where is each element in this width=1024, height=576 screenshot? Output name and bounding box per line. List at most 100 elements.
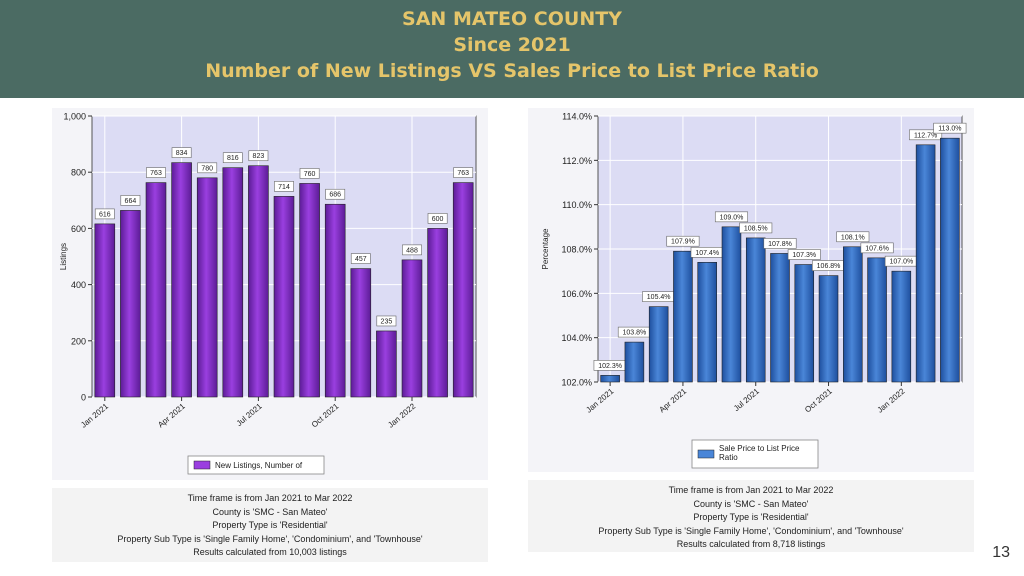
data-label: 113.0% [938, 126, 961, 133]
bar [171, 162, 192, 398]
left-info-line: County is 'SMC - San Mateo' [212, 506, 328, 517]
bar [94, 223, 116, 398]
data-label-box [402, 244, 422, 256]
data-label-box [933, 122, 967, 134]
legend-label: Sale Price to List Price Ratio [719, 444, 800, 462]
bar [818, 275, 839, 383]
y-tick-label: 600 [71, 224, 86, 234]
data-label: 488 [406, 247, 418, 254]
data-label: 107.6% [865, 245, 889, 252]
x-tick-label: Oct 2021 [803, 386, 834, 414]
data-label-box [274, 181, 294, 192]
right-info-line: Results calculated from 8,718 listings [676, 539, 826, 549]
right-info-line: County is 'SMC - San Mateo' [693, 498, 809, 509]
data-label: 107.3% [792, 252, 816, 259]
data-label-box [836, 231, 870, 243]
bar [248, 165, 269, 398]
left-chart-panel: 0 200 400 600 800 1,000 616 664 763 834 780 816 823 7… [52, 108, 488, 480]
x-tick-label: Jan 2021 [79, 401, 110, 429]
bar [648, 306, 669, 383]
legend-label: New Listings, Number of [215, 461, 303, 470]
data-label: 109.0% [720, 214, 744, 221]
data-label-box [739, 222, 773, 234]
bar [376, 330, 397, 398]
right-info-line: Property Sub Type is 'Single Family Home… [598, 525, 904, 536]
x-tick-label: Apr 2021 [658, 386, 689, 414]
data-label-box [171, 147, 192, 158]
data-label-box [248, 150, 269, 162]
left-info-box: Time frame is from Jan 2021 to Mar 2022 … [52, 488, 488, 562]
data-label-box [763, 238, 797, 249]
bar [299, 183, 320, 398]
data-label-box [909, 129, 943, 141]
y-tick-label: 110.0% [562, 200, 592, 210]
left-info-line: Property Sub Type is 'Single Family Home… [117, 533, 423, 544]
left-info-line: Property Type is 'Residential' [212, 520, 328, 530]
bar [273, 196, 295, 398]
data-label-box [222, 152, 243, 164]
bar [940, 137, 960, 383]
y-tick-label: 200 [71, 336, 86, 346]
data-label: 107.4% [695, 250, 719, 257]
bar [120, 210, 141, 398]
bar [843, 246, 863, 383]
data-label-box [350, 253, 371, 264]
data-label: 107.8% [768, 241, 792, 248]
legend-swatch [697, 449, 715, 459]
x-tick-label: Oct 2021 [310, 401, 341, 429]
data-label: 834 [176, 150, 188, 157]
data-label: 103.8% [623, 330, 647, 337]
data-label: 763 [150, 170, 162, 177]
data-label: 106.8% [817, 263, 841, 270]
data-label: 457 [355, 256, 367, 263]
title-banner: SAN MATEO COUNTY Since 2021 Number of Ne… [0, 0, 1024, 98]
bar [324, 203, 346, 398]
bar [350, 268, 372, 398]
y-axis-label: Listings [59, 243, 68, 270]
bar [794, 264, 815, 383]
listings-chart: 0 200 400 600 800 1,000 616 664 763 834 780 816 823 7… [59, 112, 477, 475]
y-tick-label: 102.0% [561, 378, 592, 388]
title-line-3: Number of New Listings VS Sales Price to… [205, 60, 819, 82]
data-label: 112.7% [914, 132, 937, 139]
data-label-box [325, 188, 346, 200]
data-label-box [299, 168, 320, 179]
bar [770, 253, 790, 383]
data-label: 816 [227, 155, 239, 162]
ratio-chart: 102.0% 104.0% 106.0% 108.0% 110.0% 112.0% 114.… [541, 112, 967, 469]
bar [452, 182, 474, 398]
bar [145, 182, 167, 398]
right-info-line: Time frame is from Jan 2021 to Mar 2022 [668, 485, 834, 495]
bar [697, 262, 717, 383]
bar [673, 250, 693, 383]
y-tick-label: 106.0% [561, 289, 592, 299]
legend-box [187, 455, 325, 475]
data-label-box [666, 235, 700, 247]
left-info-line: Time frame is from Jan 2021 to Mar 2022 [187, 493, 353, 503]
data-label-box [120, 195, 141, 206]
data-label: 714 [278, 184, 290, 191]
title-line-1: SAN MATEO COUNTY [402, 8, 622, 30]
data-label-box [146, 167, 166, 178]
data-label: 664 [125, 198, 137, 205]
x-tick-label: Apr 2021 [156, 401, 187, 429]
bar [401, 259, 423, 398]
y-tick-label: 108.0% [561, 245, 592, 255]
x-tick-label: Jul 2021 [732, 386, 761, 413]
y-axis-label: Percentage [541, 228, 550, 269]
x-tick-label: Jul 2021 [235, 401, 264, 428]
data-label: 616 [99, 211, 111, 218]
data-label: 102.3% [598, 363, 622, 370]
data-label-box [427, 213, 448, 224]
data-label: 760 [304, 171, 316, 178]
y-tick-label: 1,000 [63, 112, 86, 122]
y-tick-label: 112.0% [562, 156, 592, 166]
data-label: 823 [253, 153, 265, 160]
bar [222, 167, 244, 398]
right-info-line: Property Type is 'Residential' [693, 512, 809, 522]
x-tick-label: Jan 2021 [584, 386, 615, 414]
legend-swatch [193, 460, 211, 470]
data-label-box [860, 242, 894, 254]
y-tick-label: 0 [81, 393, 86, 403]
right-info-box: Time frame is from Jan 2021 to Mar 2022 … [528, 480, 974, 552]
